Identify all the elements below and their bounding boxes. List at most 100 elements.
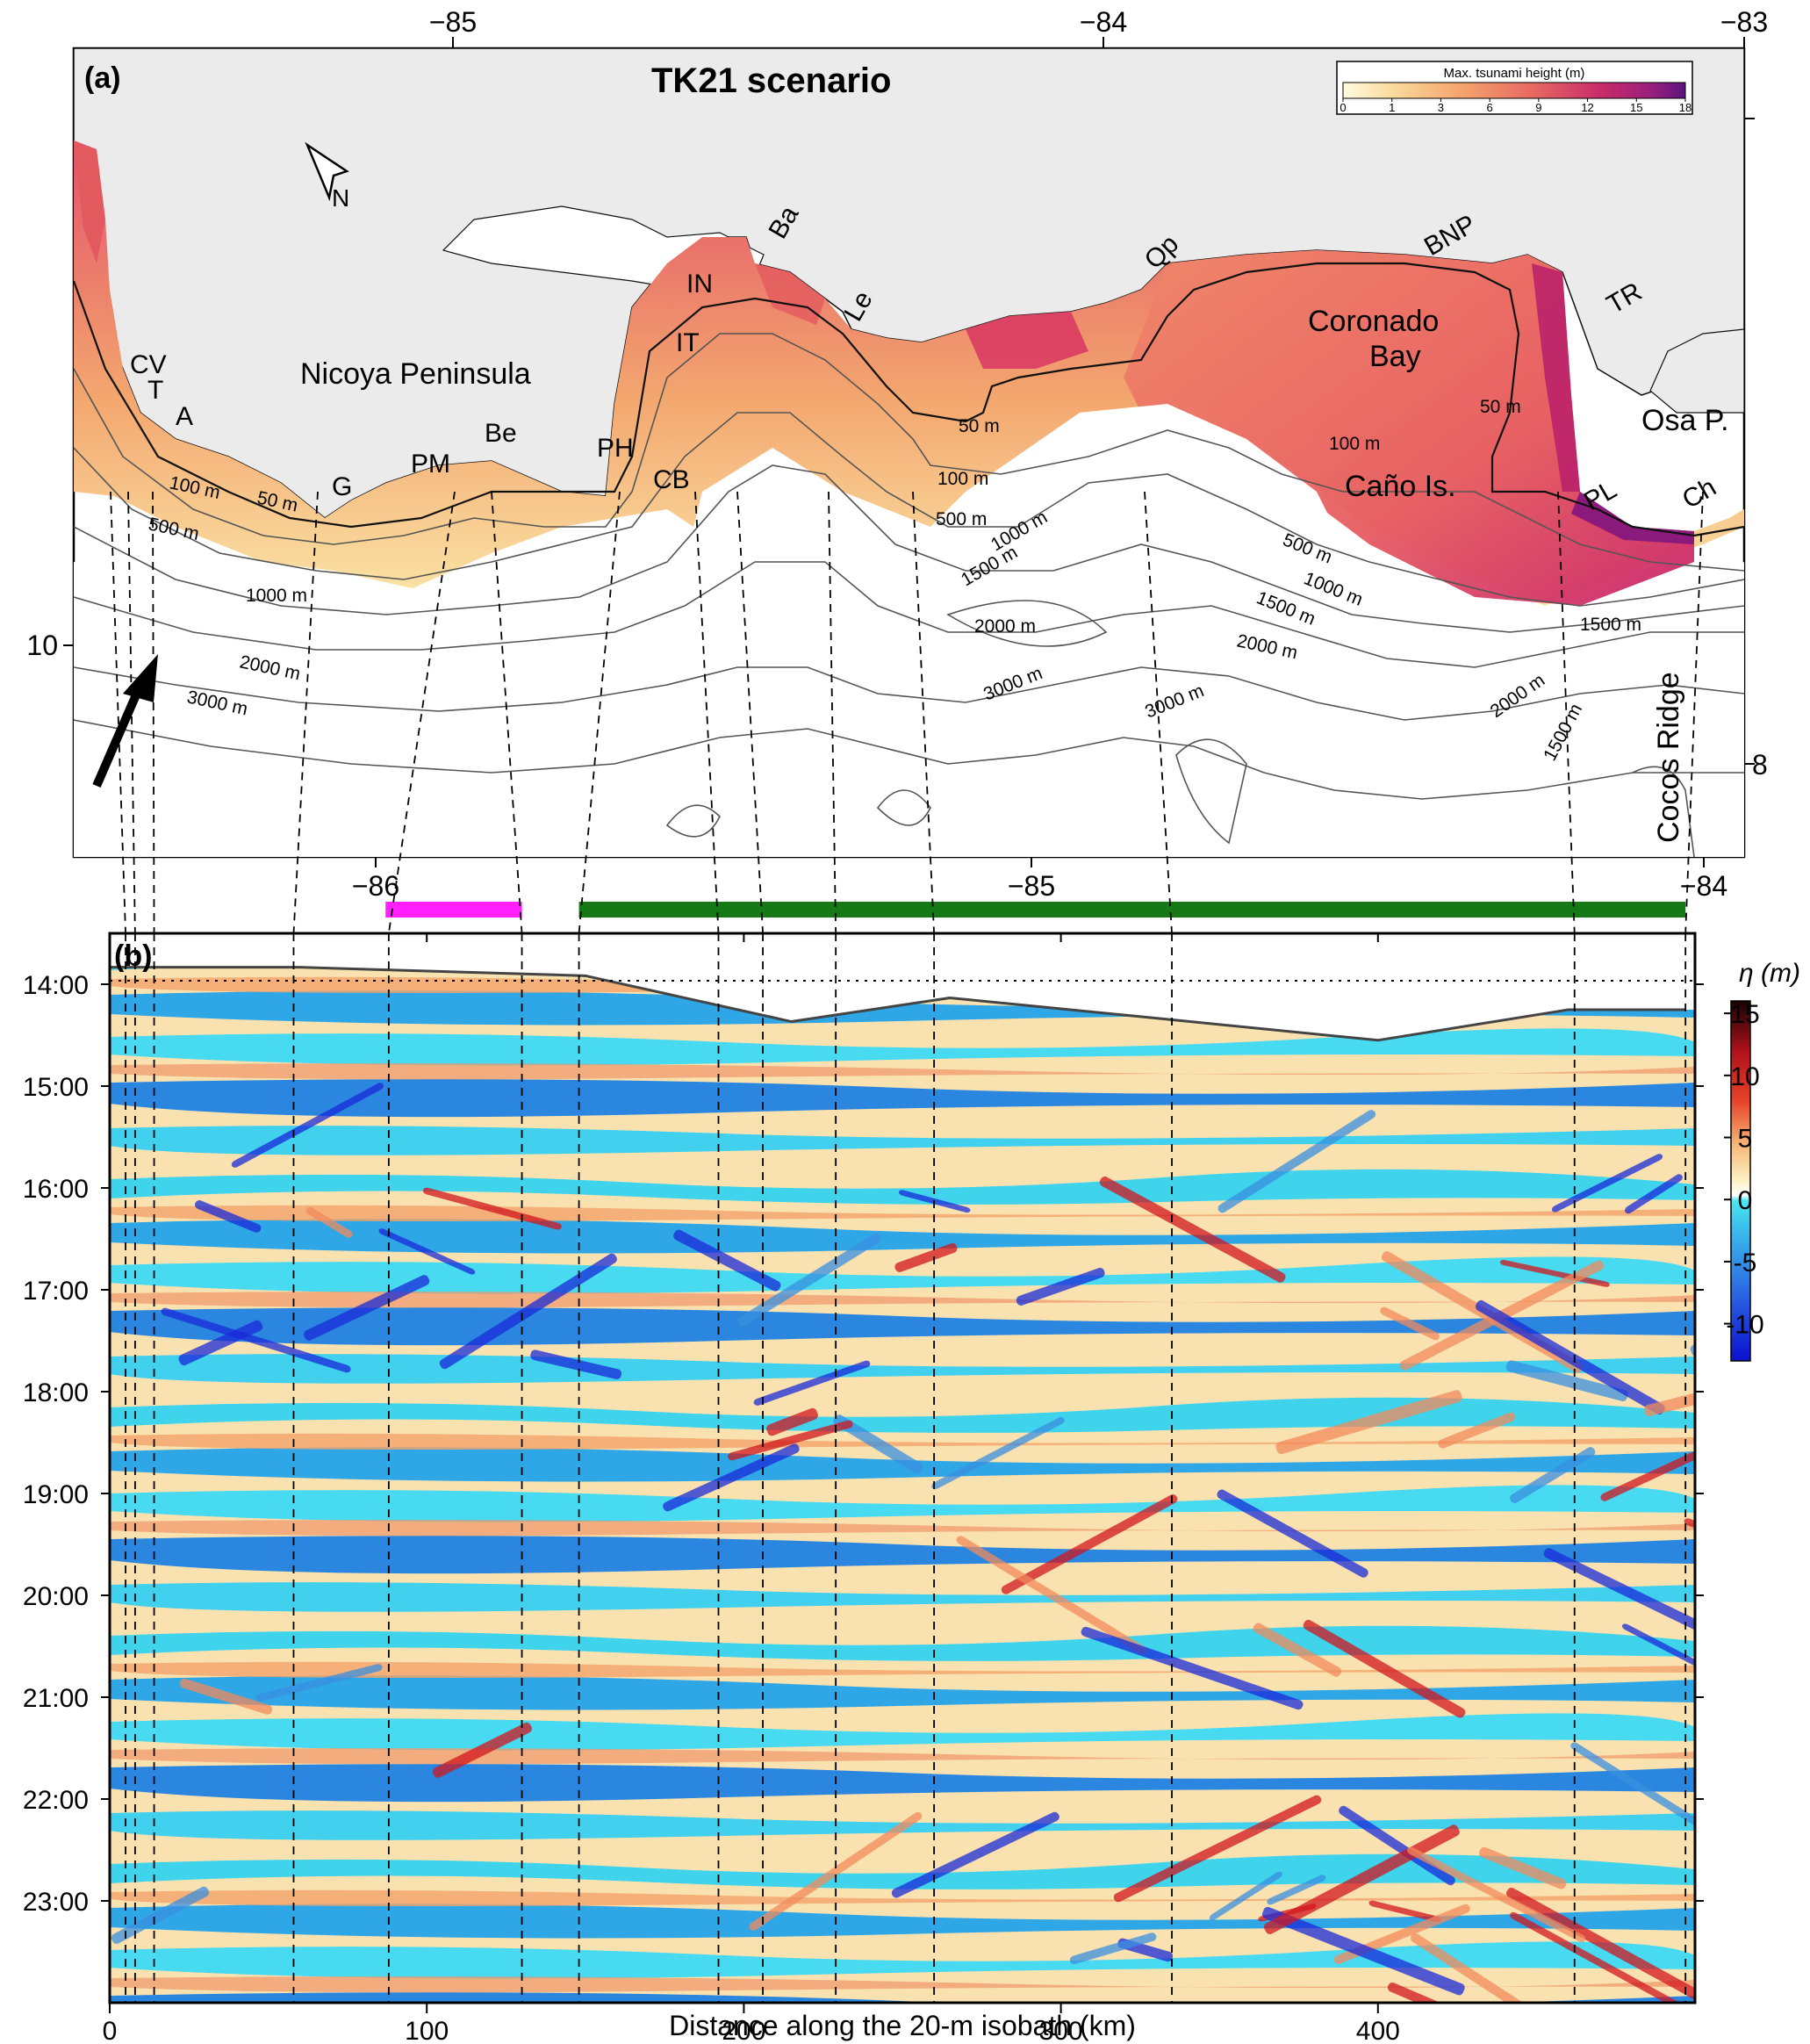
site-connector-line xyxy=(387,491,456,934)
heatmap-streak xyxy=(1380,1306,1440,1341)
arrival-mask xyxy=(110,933,1695,1040)
site-label-g: G xyxy=(332,472,352,501)
site-connector-line xyxy=(1144,491,1173,934)
heatmap-streak xyxy=(1303,1619,1466,1718)
heatmap-streak xyxy=(766,1407,818,1436)
site-label-cv: CV xyxy=(130,350,167,379)
colorbar-b-tick-label: 0 xyxy=(1738,1186,1753,1215)
heatmap-streak xyxy=(1684,1518,1695,1587)
y-tick-label: 15:00 xyxy=(23,1073,89,1102)
heatmap-streak xyxy=(432,1722,532,1778)
heatmap-streak xyxy=(530,1349,622,1379)
tsunami-highlight xyxy=(755,263,825,325)
site-dashed-lines xyxy=(110,491,1704,2003)
place-label-nicoya: Nicoya Peninsula xyxy=(300,357,531,391)
heatmap-streak xyxy=(1368,1900,1441,1923)
heatmap-streak xyxy=(1510,1911,1695,2003)
heatmap-streak xyxy=(1551,1154,1663,1213)
heatmap-streak xyxy=(255,1664,383,1702)
place-label-coronado: Coronado xyxy=(1308,305,1439,338)
colorbar-b-tick-label: 5 xyxy=(1738,1125,1753,1154)
heatmap-streak xyxy=(231,1083,384,1168)
heatmap-streak xyxy=(439,1253,617,1370)
heatmap-streak xyxy=(1069,1932,1157,1965)
colorbar-a-tick-label: 9 xyxy=(1535,101,1541,114)
lon-tick-top: −83 xyxy=(1720,6,1768,38)
lon-tick-top: −85 xyxy=(429,6,477,38)
site-label-pm: PM xyxy=(411,450,450,479)
wavefront-arrival-line xyxy=(110,966,1686,1042)
heatmap-streak xyxy=(753,1360,871,1406)
depth-label: 500 m xyxy=(936,509,987,529)
x-tick-label: 300 xyxy=(1039,2017,1083,2044)
site-connector-line xyxy=(578,491,621,934)
heatmap-streak xyxy=(931,1416,1065,1490)
heatmap-streak xyxy=(894,1242,958,1272)
heatmap-streak xyxy=(1479,1846,1567,1889)
deep-sea xyxy=(1080,404,1334,527)
heatmap-streak xyxy=(1570,1742,1695,1840)
heatmap-streak xyxy=(1475,1299,1665,1415)
y-tick-label: 17:00 xyxy=(23,1277,89,1306)
colorbar-tsunami-height: Max. tsunami height (m) 0 1 3 6 9 12 15 18 xyxy=(1336,61,1693,115)
colorbar-eta: η (m) 15 10 5 0 -5 -10 xyxy=(1724,959,1800,1362)
site-connector-line xyxy=(828,491,837,934)
depth-label: 1500 m xyxy=(1580,615,1641,635)
heatmap-streak xyxy=(833,1414,923,1474)
heatmap-streak xyxy=(1081,1626,1304,1710)
lon-tick-bottom: −86 xyxy=(352,870,399,902)
site-connector-line xyxy=(127,491,136,934)
depth-label: 1000 m xyxy=(246,586,307,606)
y-tick-label: 14:00 xyxy=(23,971,89,1000)
x-tick-label: 400 xyxy=(1356,2017,1400,2044)
colorbar-a-title: Max. tsunami height (m) xyxy=(1444,66,1585,81)
heatmap-streak xyxy=(304,1275,430,1341)
heatmap-streak xyxy=(1209,1871,1282,1921)
heatmap-streak xyxy=(1113,1795,1322,1903)
depth-label: 2000 m xyxy=(974,616,1036,637)
osa-peninsula xyxy=(1649,328,1744,414)
y-tick-label: 18:00 xyxy=(23,1378,89,1407)
heatmap-streak xyxy=(1339,1805,1455,1886)
colorbar-a-tick-label: 15 xyxy=(1630,101,1642,114)
heatmap-streak xyxy=(1506,1887,1695,2003)
lat-tick-right: 8 xyxy=(1752,749,1768,781)
site-label-cb: CB xyxy=(653,465,690,494)
site-connector-line xyxy=(736,491,764,934)
panel-a-label: (a) xyxy=(84,61,121,95)
heatmap-streak xyxy=(1261,1906,1465,1996)
site-connector-line xyxy=(1557,491,1576,934)
heatmap-streak xyxy=(663,1443,800,1512)
heatmap-streak xyxy=(1600,1416,1695,1501)
site-label-ph: PH xyxy=(597,434,634,463)
tsunami-highlight xyxy=(74,140,105,263)
heatmap-streak xyxy=(1543,1548,1695,1651)
highlight-bar-magenta xyxy=(385,902,522,918)
heatmap-streak xyxy=(1253,1623,1342,1677)
colorbar-b-tick-label: 10 xyxy=(1730,1062,1759,1091)
site-label-a: A xyxy=(176,402,193,431)
site-label-t: T xyxy=(147,376,163,405)
heatmap-streak xyxy=(1411,1932,1605,2003)
lon-tick-bottom: −85 xyxy=(1008,870,1055,902)
depth-label: 50 m xyxy=(1480,397,1521,417)
heatmap-streak xyxy=(1407,1846,1586,1942)
heatmap-streak xyxy=(1217,1110,1376,1213)
depth-label: 100 m xyxy=(1329,434,1380,454)
site-connector-line xyxy=(292,491,319,934)
heatmap-streak xyxy=(1099,1177,1286,1283)
heatmap-streak xyxy=(305,1206,353,1238)
colorbar-a-tick-label: 12 xyxy=(1581,101,1593,114)
deep-sea xyxy=(74,439,1744,857)
heatmap-streak xyxy=(161,1307,351,1373)
colorbar-a-tick-label: 18 xyxy=(1679,101,1691,114)
y-tick-label: 22:00 xyxy=(23,1786,89,1815)
panel-a: N (a) TK21 scenario Max. tsunami height … xyxy=(26,6,1768,902)
heatmap-streak xyxy=(111,1886,210,1944)
place-label-osa: Osa P. xyxy=(1641,404,1729,437)
site-connector-line xyxy=(491,491,523,934)
heatmap-background xyxy=(110,933,1695,2003)
heatmap-streak xyxy=(179,1678,273,1715)
site-label-be: Be xyxy=(485,419,517,448)
depth-label: 100 m xyxy=(937,469,988,489)
